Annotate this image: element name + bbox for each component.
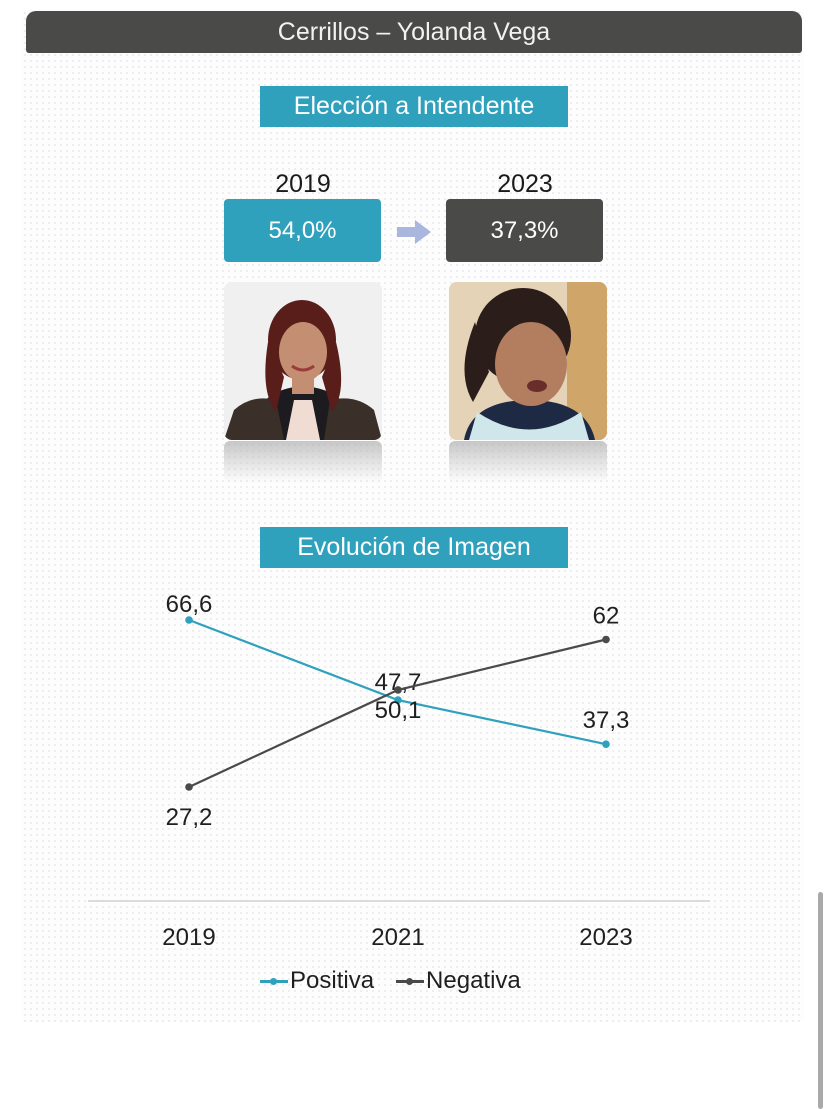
legend-item-negativa: Negativa	[396, 967, 521, 995]
data-point-negativa-2019	[185, 783, 193, 791]
data-point-positiva-2021	[394, 696, 402, 704]
legend-label-positiva: Positiva	[290, 967, 375, 994]
election-year-2019: 2019	[275, 170, 331, 198]
right-arrow-icon	[397, 220, 431, 244]
vertical-scrollbar[interactable]	[818, 892, 823, 1109]
result-2023-box: 37,3%	[446, 199, 603, 262]
data-point-negativa-2021	[394, 686, 402, 694]
data-label-negativa-2023: 62	[593, 602, 620, 629]
election-year-2023: 2023	[497, 170, 553, 198]
candidate-photo-2023	[449, 282, 607, 440]
image-evolution-title: Evolución de Imagen	[260, 527, 568, 568]
result-2019-box: 54,0%	[224, 199, 381, 262]
x-tick-label-2023: 2023	[579, 924, 632, 951]
data-label-negativa-2019: 27,2	[166, 804, 213, 831]
legend-swatch-positiva	[260, 977, 288, 985]
data-label-negativa-2021: 50,1	[375, 697, 422, 724]
x-tick-label-2021: 2021	[371, 924, 424, 951]
header-title: Cerrillos – Yolanda Vega	[26, 11, 802, 53]
legend-label-negativa: Negativa	[426, 967, 521, 994]
data-point-positiva-2019	[185, 616, 193, 624]
x-tick-label-2019: 2019	[162, 924, 215, 951]
data-label-positiva-2019: 66,6	[166, 591, 213, 618]
legend-item-positiva: Positiva	[260, 967, 374, 995]
candidate-photo-2019-reflection	[224, 441, 382, 483]
election-section-title: Elección a Intendente	[260, 86, 568, 127]
data-label-positiva-2023: 37,3	[583, 707, 630, 734]
infographic-background	[22, 10, 804, 1022]
candidate-photo-2023-reflection	[449, 441, 607, 483]
chart-legend: Positiva Negativa	[260, 966, 543, 996]
data-point-positiva-2023	[602, 740, 610, 748]
legend-swatch-negativa	[396, 977, 425, 985]
data-point-negativa-2023	[602, 635, 610, 644]
candidate-photo-2019	[224, 282, 382, 440]
